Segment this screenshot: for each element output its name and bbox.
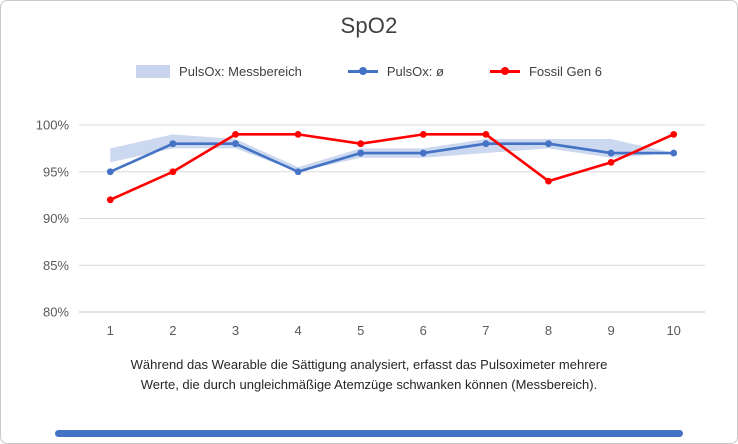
series-marker: [482, 130, 490, 138]
y-tick-label: 80%: [43, 305, 69, 320]
fossil-marker-dot: [500, 67, 509, 75]
series-marker: [106, 168, 114, 176]
x-tick-label: 6: [420, 323, 427, 338]
legend-label-messbereich: PulsOx: Messbereich: [179, 63, 302, 79]
chart-legend: PulsOx: Messbereich PulsOx: ø Fossil Gen…: [1, 61, 737, 81]
series-line: [109, 133, 676, 202]
legend-label-fossil: Fossil Gen 6: [528, 63, 602, 79]
x-tick-label: 9: [607, 323, 614, 338]
series-marker: [294, 168, 302, 176]
series-marker: [482, 140, 490, 148]
series-line: [109, 142, 676, 174]
x-tick-label: 1: [107, 323, 114, 338]
legend-item-fossil: Fossil Gen 6: [489, 63, 602, 79]
x-tick-label: 7: [482, 323, 489, 338]
series-marker: [419, 149, 427, 157]
pulsox-line-swatch: [347, 67, 378, 75]
series-marker: [545, 140, 552, 148]
series-marker: [607, 159, 615, 166]
x-tick-label: 2: [169, 323, 176, 338]
series-marker: [545, 177, 552, 185]
series-marker: [232, 140, 239, 148]
caption-line-1: Während das Wearable die Sättigung analy…: [130, 357, 608, 372]
x-tick-label: 4: [294, 323, 301, 338]
chart-title: SpO2: [340, 13, 398, 38]
series-marker: [106, 196, 114, 204]
series-marker: [670, 149, 678, 157]
series-marker: [169, 168, 177, 176]
series-marker: [232, 130, 239, 138]
series-marker: [670, 130, 678, 138]
x-tick-label: 5: [357, 323, 364, 338]
legend-item-messbereich: PulsOx: Messbereich: [136, 64, 302, 79]
series-marker: [294, 130, 302, 138]
series-marker: [357, 140, 365, 148]
legend-label-pulsox: PulsOx: ø: [386, 63, 444, 79]
fossil-line-swatch: [489, 67, 520, 75]
series-marker: [169, 140, 177, 148]
pulsox-marker-dot: [358, 67, 367, 75]
x-tick-label: 8: [545, 323, 552, 338]
x-tick-label: 3: [232, 323, 239, 338]
y-tick-label: 100%: [36, 118, 70, 133]
band-swatch: [136, 64, 171, 78]
series-marker: [607, 149, 615, 157]
bottom-accent-bar: [55, 430, 683, 437]
caption-line-2: Werte, die durch ungleichmäßige Atemzüge…: [140, 376, 598, 392]
x-tick-label: 10: [666, 323, 680, 338]
chart-svg: 80% 85% 90% 95% 100% 1 2 3 4 5 6 7 8 9 10: [36, 118, 705, 338]
y-tick-label: 95%: [43, 164, 69, 179]
y-tick-label: 90%: [43, 211, 69, 226]
series-marker: [419, 130, 427, 138]
chart-caption: Während das Wearable die Sättigung analy…: [1, 355, 737, 394]
y-tick-label: 85%: [43, 258, 69, 273]
series-marker: [357, 149, 365, 157]
legend-item-pulsox: PulsOx: ø: [347, 63, 444, 79]
